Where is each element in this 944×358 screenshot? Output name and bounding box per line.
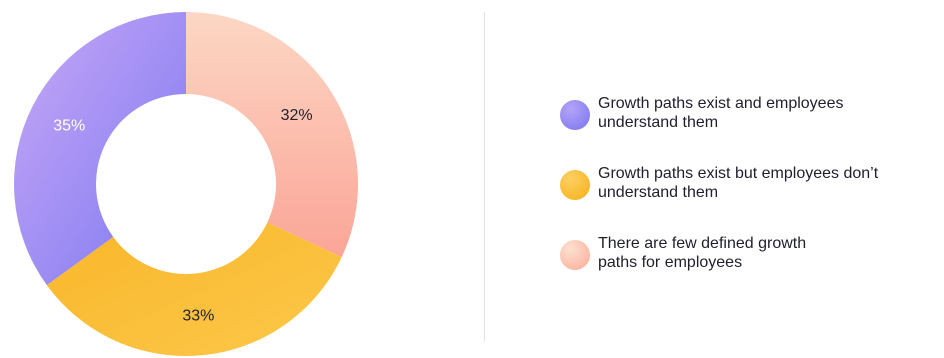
legend-swatch-dont-understand xyxy=(560,170,590,200)
divider xyxy=(484,12,485,342)
legend-label-line2: understand them xyxy=(598,114,719,131)
legend-label-line1: There are few defined growth xyxy=(598,235,807,252)
legend-swatch-understand xyxy=(560,100,590,130)
legend-label-line2: paths for employees xyxy=(598,254,743,271)
donut-chart: 32% 33% 35% xyxy=(14,12,358,357)
legend-label-line1: Growth paths exist but employees don’t xyxy=(598,165,879,182)
legend: Growth paths exist and employees underst… xyxy=(558,94,938,304)
legend-item-few-defined: There are few defined growth paths for e… xyxy=(558,234,938,278)
legend-item-understand: Growth paths exist and employees underst… xyxy=(558,94,938,138)
data-label-few-defined: 32% xyxy=(281,107,313,124)
legend-swatch-few-defined xyxy=(560,240,590,270)
donut-slice-understand xyxy=(14,12,187,286)
donut-slice-dont-understand xyxy=(46,222,342,357)
legend-item-dont-understand: Growth paths exist but employees don’t u… xyxy=(558,164,938,208)
legend-label-line2: understand them xyxy=(598,184,719,201)
legend-label-line1: Growth paths exist and employees xyxy=(598,95,844,112)
data-label-understand: 35% xyxy=(53,118,85,135)
donut-slice-few-defined xyxy=(186,12,358,258)
data-label-dont-understand: 33% xyxy=(182,307,214,324)
